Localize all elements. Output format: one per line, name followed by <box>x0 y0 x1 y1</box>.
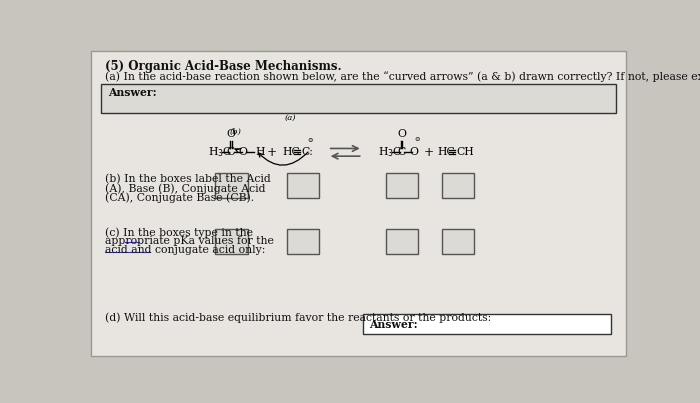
Bar <box>216 173 248 198</box>
Text: HC: HC <box>283 147 300 157</box>
FancyArrowPatch shape <box>258 152 308 165</box>
Text: (b) In the boxes label the Acid: (b) In the boxes label the Acid <box>104 174 270 184</box>
Text: (a): (a) <box>285 114 296 122</box>
Text: O: O <box>226 129 235 139</box>
Bar <box>102 84 616 113</box>
Text: acid and conjugate acid only:: acid and conjugate acid only: <box>104 245 265 256</box>
Text: O: O <box>410 147 419 157</box>
Bar <box>442 173 474 198</box>
Text: O: O <box>239 147 248 157</box>
Text: (5) Organic Acid-Base Mechanisms.: (5) Organic Acid-Base Mechanisms. <box>104 60 341 73</box>
Text: (a) In the acid-base reaction shown below, are the “curved arrows” (a & b) drawn: (a) In the acid-base reaction shown belo… <box>104 71 700 82</box>
Text: C: C <box>398 147 405 157</box>
Text: appropriate pKa values for the: appropriate pKa values for the <box>104 236 274 246</box>
Text: CH: CH <box>456 147 474 157</box>
Text: +: + <box>424 146 433 159</box>
FancyArrowPatch shape <box>235 148 241 152</box>
Bar <box>216 229 248 254</box>
Text: (b): (b) <box>230 127 242 135</box>
Text: $^{\ominus}$: $^{\ominus}$ <box>307 137 314 146</box>
Text: (d) Will this acid-base equilibrium favor the reactants or the products:: (d) Will this acid-base equilibrium favo… <box>104 313 491 323</box>
Text: Answer:: Answer: <box>108 87 156 98</box>
Text: +: + <box>267 146 277 159</box>
Text: (c) In the boxes type in the: (c) In the boxes type in the <box>104 227 253 237</box>
Text: HC: HC <box>438 147 456 157</box>
Text: Answer:: Answer: <box>369 318 417 330</box>
Text: (CA), Conjugate Base (CB).: (CA), Conjugate Base (CB). <box>104 192 253 203</box>
Bar <box>442 229 474 254</box>
Bar <box>287 229 319 254</box>
Bar <box>386 229 419 254</box>
Bar <box>363 314 610 334</box>
Text: H$_3$C: H$_3$C <box>208 145 232 159</box>
Text: H$_3$C: H$_3$C <box>378 145 402 159</box>
Text: C:: C: <box>302 147 314 157</box>
Text: $^{\ominus}$: $^{\ominus}$ <box>414 136 421 145</box>
FancyBboxPatch shape <box>92 51 626 356</box>
Text: (A), Base (B), Conjugate Acid: (A), Base (B), Conjugate Acid <box>104 183 265 194</box>
Bar <box>386 173 419 198</box>
Text: O: O <box>397 129 406 139</box>
Text: H: H <box>256 147 265 157</box>
Text: C: C <box>227 147 235 157</box>
Bar <box>287 173 319 198</box>
